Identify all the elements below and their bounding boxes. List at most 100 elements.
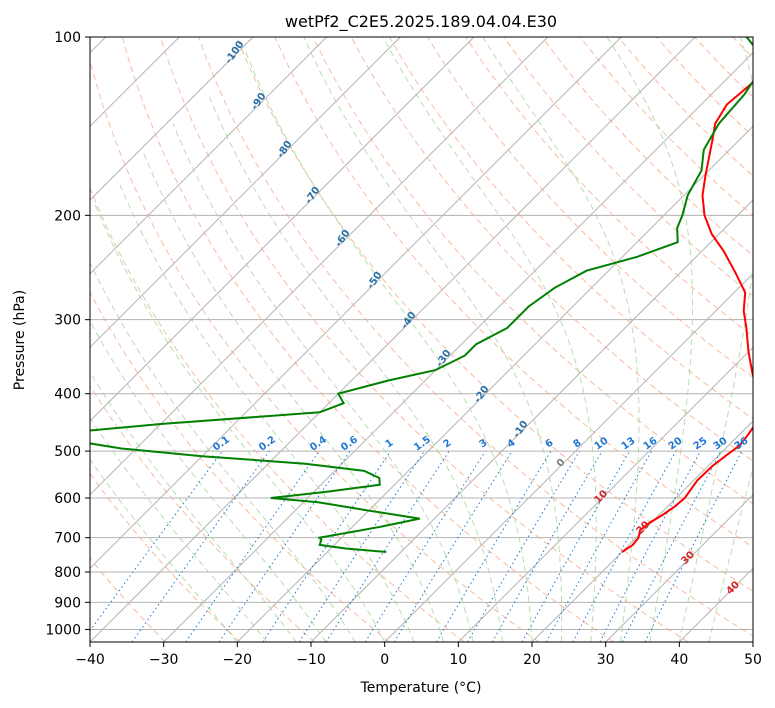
dry-adiabat-line	[388, 37, 753, 420]
dry-adiabat-label: -30	[434, 348, 453, 369]
mixing-ratio-label: 13	[620, 435, 638, 452]
y-tick-label: 100	[54, 30, 81, 46]
moist-adiabat-line	[172, 123, 474, 642]
mixing-ratio-label: 1	[384, 437, 396, 450]
y-tick-label: 400	[54, 387, 81, 403]
moist-adiabat-line	[90, 458, 238, 642]
dry-adiabat-line	[90, 186, 465, 642]
x-tick-label: 30	[597, 652, 615, 668]
mixing-ratio-line	[393, 450, 513, 642]
y-tick-label: 900	[54, 595, 81, 611]
isotherm-line	[384, 272, 753, 642]
mixing-ratio-label: 3	[478, 437, 490, 450]
moist-adiabat-line	[244, 49, 533, 642]
isotherm-line	[163, 51, 753, 642]
x-tick-label: 40	[670, 652, 688, 668]
chart-title: wetPf2_C2E5.2025.189.04.04.E30	[285, 12, 557, 32]
mixing-ratio-line	[467, 450, 580, 642]
mixing-ratio-line	[644, 450, 743, 642]
moist-adiabat-line	[90, 320, 327, 642]
axes: −40 −30 −20 −10 0 10 20 30 40 5010020030040050060…	[45, 30, 762, 668]
dry-adiabat-lines	[90, 37, 753, 642]
y-tick-label: 700	[54, 531, 81, 547]
mixing-ratio-label: 16	[642, 435, 660, 452]
dry-adiabat-line	[274, 37, 753, 548]
isotherm-line	[90, 37, 475, 422]
dry-adiabat-line	[312, 37, 753, 505]
isobar-lines	[90, 214, 753, 630]
moist-adiabat-label: 0	[555, 457, 568, 470]
dry-adiabat-line	[465, 37, 753, 338]
y-tick-label: 500	[54, 444, 81, 460]
x-tick-label: −30	[149, 652, 179, 668]
mixing-ratio-lines	[90, 450, 743, 642]
dry-adiabat-label: -10	[511, 419, 530, 440]
isotherm-line	[90, 37, 328, 275]
moist-adiabat-line	[382, 37, 597, 642]
y-tick-label: 800	[54, 565, 81, 581]
isotherm-line	[236, 125, 753, 642]
mixing-ratio-label: 25	[692, 435, 710, 452]
x-tick-label: −40	[75, 652, 105, 668]
moist-adiabat-lines	[90, 37, 753, 642]
mixing-ratio-label: 8	[572, 437, 584, 450]
isotherm-line	[605, 493, 753, 642]
x-axis-label: Temperature (°C)	[360, 680, 482, 696]
mixing-ratio-label: 30	[712, 435, 730, 452]
isotherm-line	[90, 37, 622, 570]
mixing-ratio-line	[90, 450, 223, 632]
dry-adiabat-line	[350, 37, 753, 462]
mixing-ratio-line	[131, 450, 270, 642]
mixing-ratio-line	[521, 450, 630, 642]
moist-adiabat-line	[303, 37, 563, 642]
dry-adiabat-line	[236, 37, 753, 592]
x-tick-label: 50	[744, 652, 762, 668]
moist-adiabat-line	[93, 201, 386, 642]
dry-adiabat-label: -50	[365, 270, 384, 291]
mixing-ratio-line	[599, 450, 701, 642]
isotherm-line	[90, 37, 549, 496]
plot-area: -100-90-80-70-60-50-40-30-20-100.1 0.2 0.4…	[90, 37, 753, 642]
mixing-ratio-line	[572, 450, 677, 642]
y-tick-label: 300	[54, 313, 81, 329]
dry-adiabat-line	[90, 59, 540, 642]
dry-adiabat-line	[90, 384, 316, 642]
y-axis-label: Pressure (hPa)	[12, 290, 28, 390]
isotherm-line	[457, 346, 753, 642]
isotherm-line	[678, 567, 753, 642]
x-tick-label: −10	[296, 652, 326, 668]
dry-adiabat-line	[694, 37, 753, 98]
mixing-ratio-line	[325, 450, 450, 642]
dry-adiabat-line	[503, 37, 753, 297]
dry-adiabat-line	[159, 37, 689, 642]
y-tick-label: 1000	[45, 622, 81, 638]
mixing-ratio-label: 4	[506, 437, 518, 450]
dry-adiabat-line	[732, 37, 753, 59]
isotherm-line	[531, 420, 753, 642]
isotherm-line	[90, 37, 696, 642]
isotherm-line	[752, 641, 753, 642]
dry-adiabat-line	[426, 37, 753, 378]
moist-adiabat-line	[117, 180, 415, 642]
moist-adiabat-line	[708, 465, 753, 642]
moist-adiabat-label: 30	[679, 549, 697, 567]
dry-adiabat-label: -70	[303, 185, 322, 206]
moist-adiabat-line	[90, 261, 356, 642]
moist-adiabat-line	[90, 416, 268, 642]
mixing-ratio-label: 10	[593, 435, 611, 452]
mixing-ratio-label: 2	[442, 437, 454, 450]
moist-adiabat-line	[207, 94, 503, 642]
dewpoint-profile-line	[90, 37, 753, 553]
dry-adiabat-label: -90	[249, 91, 268, 112]
plot-frame	[89, 36, 754, 643]
moist-adiabat-line	[90, 370, 297, 642]
mixing-ratio-line	[435, 450, 552, 642]
mixing-ratio-line	[262, 450, 392, 642]
moist-adiabat-line	[141, 149, 445, 642]
mixing-ratio-line	[545, 450, 653, 642]
isotherm-lines	[90, 37, 753, 642]
isotherm-line	[90, 37, 254, 201]
y-tick-label: 600	[54, 491, 81, 507]
dry-adiabat-line	[90, 472, 241, 642]
